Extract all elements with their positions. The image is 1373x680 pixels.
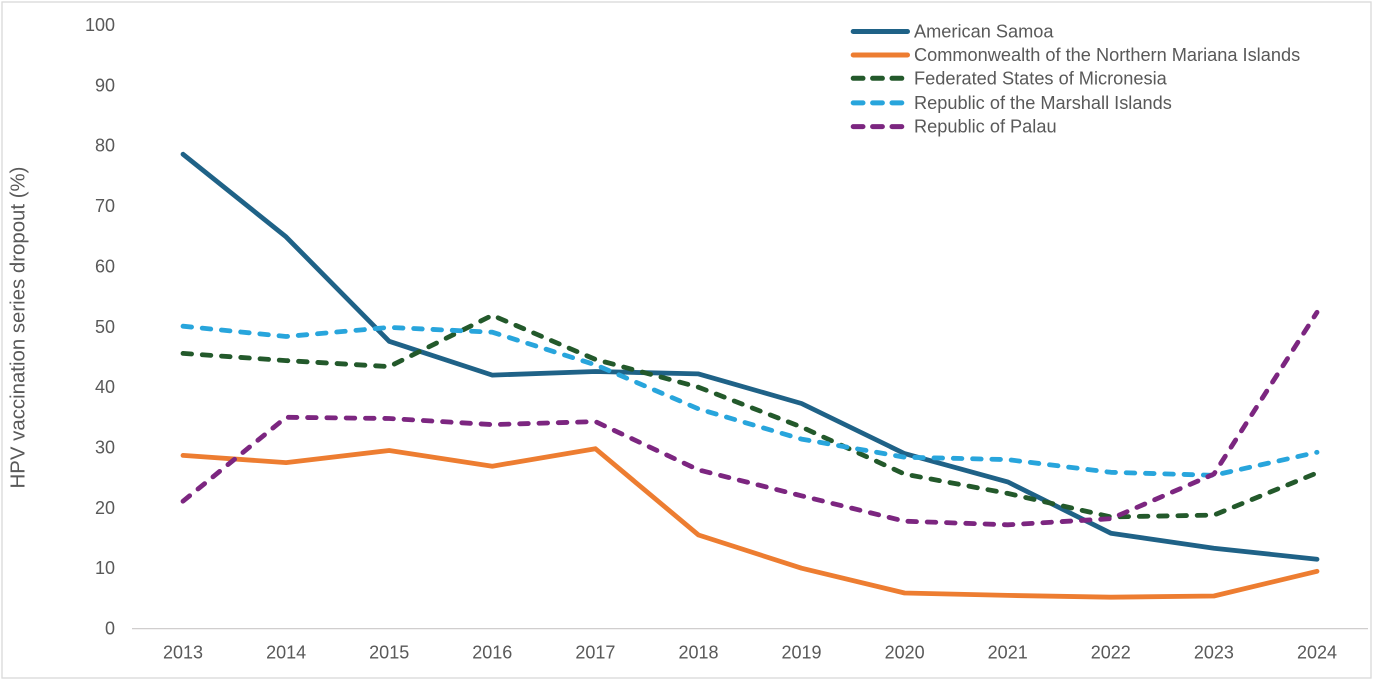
svg-text:2020: 2020 (885, 643, 925, 663)
svg-text:2014: 2014 (266, 643, 306, 663)
svg-text:60: 60 (95, 256, 115, 276)
svg-text:2017: 2017 (575, 643, 615, 663)
svg-text:Republic of the Marshall Islan: Republic of the Marshall Islands (914, 93, 1172, 113)
svg-text:Federated States of Micronesia: Federated States of Micronesia (914, 68, 1168, 88)
svg-text:80: 80 (95, 136, 115, 156)
svg-text:0: 0 (105, 619, 115, 639)
svg-text:2019: 2019 (781, 643, 821, 663)
svg-text:2022: 2022 (1091, 643, 1131, 663)
svg-text:2023: 2023 (1194, 643, 1234, 663)
svg-text:20: 20 (95, 498, 115, 518)
svg-text:2015: 2015 (369, 643, 409, 663)
svg-text:Commonwealth of the Northern M: Commonwealth of the Northern Mariana Isl… (914, 45, 1300, 65)
svg-text:2018: 2018 (678, 643, 718, 663)
svg-text:70: 70 (95, 196, 115, 216)
svg-text:Republic of Palau: Republic of Palau (914, 117, 1057, 137)
svg-text:HPV vaccination series dropout: HPV vaccination series dropout (%) (8, 167, 30, 489)
svg-text:2016: 2016 (472, 643, 512, 663)
svg-text:10: 10 (95, 558, 115, 578)
svg-text:90: 90 (95, 75, 115, 95)
svg-text:50: 50 (95, 317, 115, 337)
svg-text:2024: 2024 (1297, 643, 1337, 663)
svg-text:40: 40 (95, 377, 115, 397)
svg-text:30: 30 (95, 438, 115, 458)
svg-text:2013: 2013 (163, 643, 203, 663)
svg-text:2021: 2021 (988, 643, 1028, 663)
svg-text:American Samoa: American Samoa (914, 22, 1054, 42)
svg-text:100: 100 (85, 15, 115, 35)
